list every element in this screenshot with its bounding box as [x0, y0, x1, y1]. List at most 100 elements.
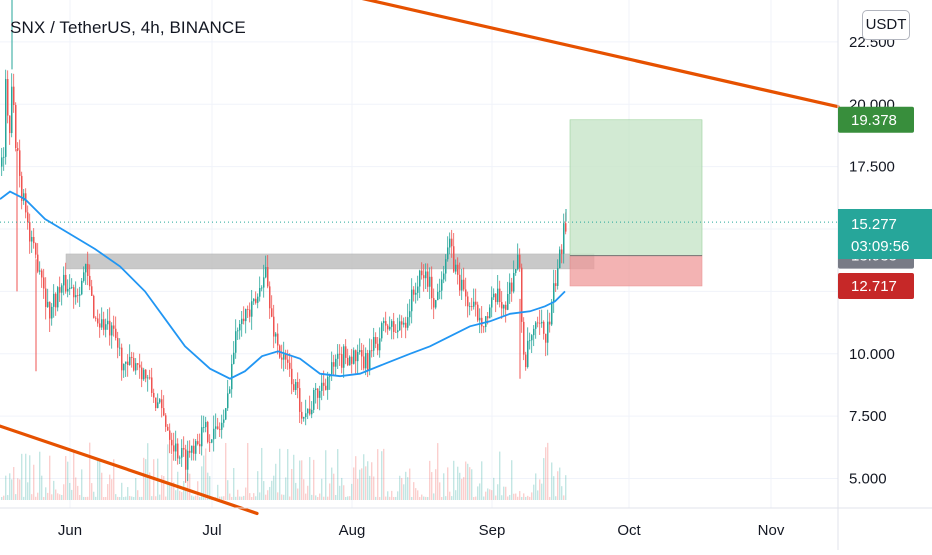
volume-bar [75, 477, 77, 500]
time-tick-label: Aug [339, 522, 366, 539]
volume-bar [351, 483, 353, 500]
volume-bar [81, 469, 83, 500]
volume-bar [391, 490, 393, 500]
stop-zone[interactable] [569, 255, 703, 287]
candle-body [195, 441, 197, 454]
candle-body [73, 287, 75, 298]
volume-bar [345, 496, 347, 500]
candle-body [197, 441, 199, 445]
candle-body [25, 193, 27, 213]
volume-bar [145, 459, 147, 500]
candle-body [543, 321, 545, 334]
candle-body [515, 269, 517, 273]
volume-bar [129, 495, 131, 500]
candle-body [1, 157, 3, 167]
candle-body [333, 362, 335, 367]
volume-bar [147, 443, 149, 500]
volume-bar [247, 443, 249, 500]
volume-bar [507, 496, 509, 500]
volume-bar [559, 467, 561, 500]
currency-button[interactable]: USDT [862, 10, 910, 40]
candle-body [27, 212, 29, 223]
candle-body [545, 333, 547, 343]
last-price-badge[interactable] [838, 209, 932, 259]
volume-bar [239, 496, 241, 500]
candle-body [143, 369, 145, 380]
candle-body [557, 268, 559, 286]
candle-body [339, 353, 341, 355]
last-price-value: 15.277 [851, 216, 897, 233]
volume-bar [337, 449, 339, 500]
candle-body [421, 270, 423, 276]
candle-body [489, 307, 491, 319]
volume-bar [349, 496, 351, 500]
candle-body [117, 337, 119, 348]
volume-bar [59, 494, 61, 500]
price-tick-label: 17.500 [849, 159, 895, 176]
candle-body [323, 382, 325, 386]
candle-body [47, 301, 49, 307]
candle-body [187, 450, 189, 470]
volume-bar [179, 490, 181, 500]
candle-body [315, 388, 317, 391]
candle-body [107, 320, 109, 325]
volume-bar [221, 496, 223, 500]
candle-body [161, 399, 163, 409]
moving-average [0, 190, 566, 380]
volume-bar [251, 497, 253, 500]
support-band-layer[interactable] [65, 253, 595, 270]
candle-body [115, 328, 117, 338]
stop-price-label-badge[interactable] [838, 272, 914, 299]
candle-body [319, 390, 321, 398]
candle-body [523, 321, 525, 355]
volume-bar [63, 484, 65, 500]
candle-body [169, 430, 171, 440]
volume-bar [561, 486, 563, 500]
volume-bar [165, 496, 167, 500]
target-price-label-badge[interactable] [838, 106, 914, 133]
candle-body [175, 443, 177, 452]
moving-average-line [0, 190, 566, 380]
volume-bar [271, 480, 273, 500]
volume-bar [479, 483, 481, 500]
candle-body [495, 293, 497, 303]
lower-trendline[interactable] [0, 424, 259, 516]
candle-body [223, 419, 225, 423]
volume-bar [199, 496, 201, 500]
candle-body [37, 254, 39, 272]
volume-bar [45, 487, 47, 500]
volume-bar [317, 497, 319, 500]
candle-body [181, 448, 183, 458]
candle-body [67, 288, 69, 292]
volume-bar [19, 479, 21, 500]
volume-bar [217, 484, 219, 500]
volume-bar [125, 496, 127, 500]
volume-bar [431, 472, 433, 500]
volume-bar [553, 476, 555, 500]
volume-bar [517, 496, 519, 500]
long-position-tool[interactable] [569, 119, 703, 287]
candle-body [443, 273, 445, 280]
volume-bar [283, 494, 285, 500]
volume-bar [83, 496, 85, 500]
volume-bar [383, 448, 385, 500]
candle-body [3, 156, 5, 158]
candle-body [291, 368, 293, 385]
candle-body [505, 304, 507, 310]
candle-body [13, 86, 15, 106]
profit-zone[interactable] [569, 119, 703, 256]
volume-bar [315, 495, 317, 500]
volume-bar [415, 488, 417, 500]
candle-body [529, 340, 531, 342]
trendlines[interactable] [0, 0, 840, 516]
candle-body [241, 318, 243, 325]
candle-body [139, 364, 141, 368]
upper-trendline[interactable] [235, 0, 840, 109]
candle-body [311, 409, 313, 415]
support-zone-band[interactable] [65, 253, 595, 270]
candle-body [481, 317, 483, 327]
volume-bar [365, 466, 367, 500]
